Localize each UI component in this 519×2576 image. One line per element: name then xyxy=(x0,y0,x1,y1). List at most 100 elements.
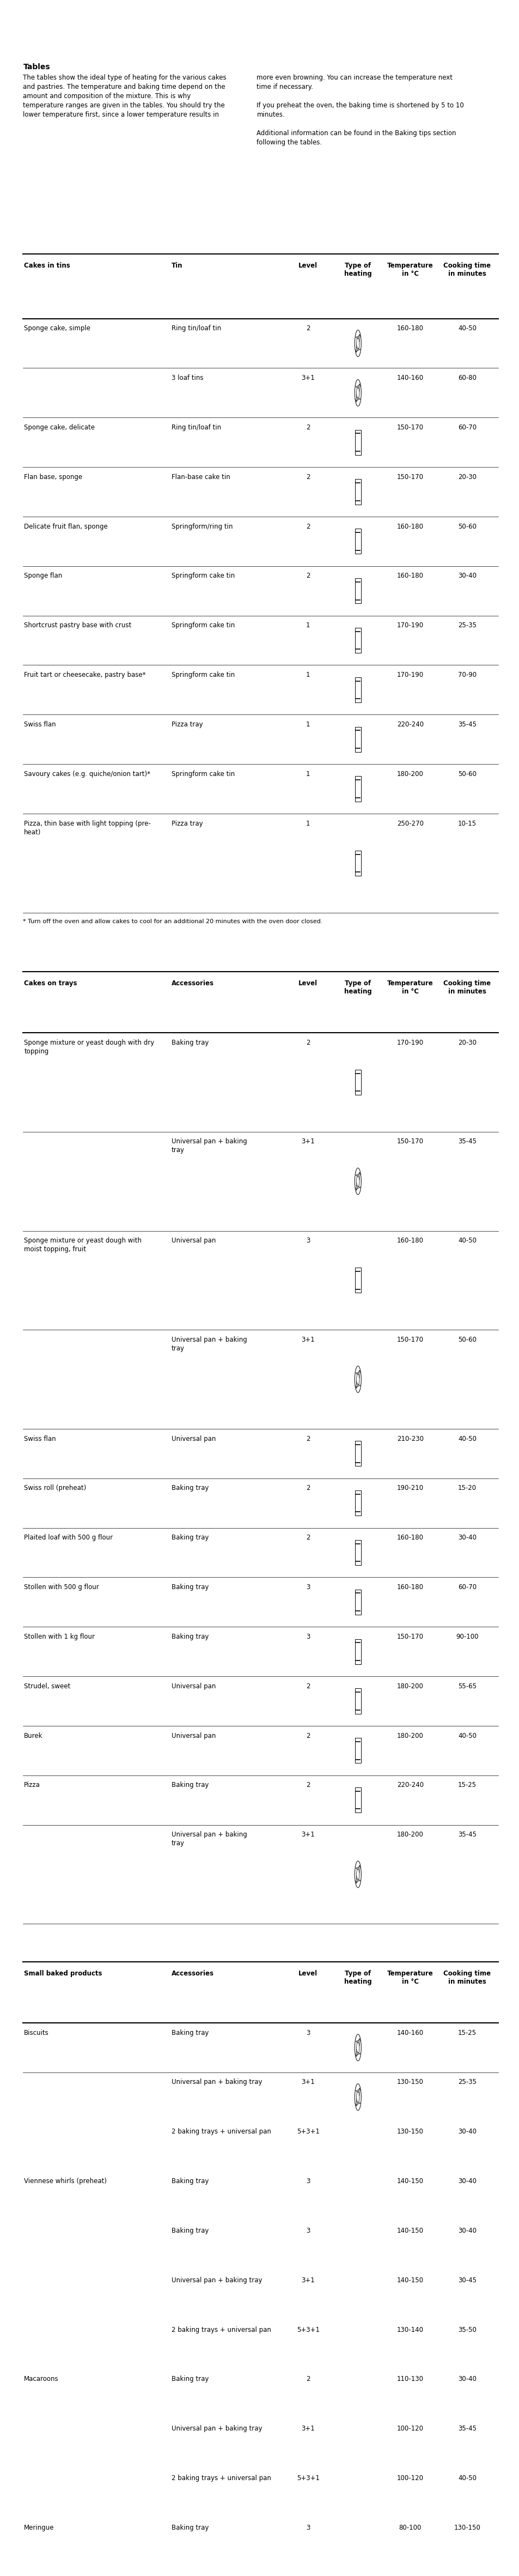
Text: 140-160: 140-160 xyxy=(397,2030,423,2035)
Text: Swiss roll (preheat): Swiss roll (preheat) xyxy=(24,1484,86,1492)
Text: 130-150: 130-150 xyxy=(397,2079,423,2087)
Bar xyxy=(354,1540,361,1566)
Bar xyxy=(354,1687,361,1713)
Text: 15-25: 15-25 xyxy=(457,2030,476,2035)
Text: * Turn off the oven and allow cakes to cool for an additional 20 minutes with th: * Turn off the oven and allow cakes to c… xyxy=(23,920,323,925)
Bar xyxy=(354,1638,361,1664)
Text: 140-150: 140-150 xyxy=(397,2277,423,2285)
Text: 40-50: 40-50 xyxy=(457,1435,476,1443)
Text: 80-100: 80-100 xyxy=(399,2524,421,2532)
Text: 60-70: 60-70 xyxy=(457,425,476,430)
Text: Accessories: Accessories xyxy=(171,1971,214,1976)
Text: 3+1: 3+1 xyxy=(301,2277,315,2285)
Text: 40-50: 40-50 xyxy=(457,1236,476,1244)
Text: more even browning. You can increase the temperature next
time if necessary.

If: more even browning. You can increase the… xyxy=(256,75,463,147)
Text: Delicate fruit flan, sponge: Delicate fruit flan, sponge xyxy=(24,523,108,531)
Text: 3: 3 xyxy=(306,1584,310,1592)
Text: 150-170: 150-170 xyxy=(397,474,423,482)
Bar xyxy=(354,677,361,703)
Text: Cooking time
in minutes: Cooking time in minutes xyxy=(443,263,490,278)
Text: Sponge flan: Sponge flan xyxy=(24,572,62,580)
Text: Tables: Tables xyxy=(23,64,50,72)
Text: Fruit tart or cheesecake, pastry base*: Fruit tart or cheesecake, pastry base* xyxy=(24,672,146,677)
Text: Springform cake tin: Springform cake tin xyxy=(171,572,235,580)
Bar xyxy=(354,479,361,505)
Text: 2 baking trays + universal pan: 2 baking trays + universal pan xyxy=(171,2476,271,2481)
Bar xyxy=(354,850,361,876)
Text: 60-70: 60-70 xyxy=(457,1584,476,1592)
Text: 3: 3 xyxy=(306,2177,310,2184)
Text: Cooking time
in minutes: Cooking time in minutes xyxy=(443,979,490,994)
Text: 40-50: 40-50 xyxy=(457,2476,476,2481)
Text: 2: 2 xyxy=(306,1731,310,1739)
Text: 220-240: 220-240 xyxy=(397,721,423,729)
Text: Ring tin/loaf tin: Ring tin/loaf tin xyxy=(171,425,221,430)
Text: Sponge cake, simple: Sponge cake, simple xyxy=(24,325,90,332)
Text: Pizza: Pizza xyxy=(24,1783,40,1788)
Text: Springform/ring tin: Springform/ring tin xyxy=(171,523,233,531)
Text: Stollen with 1 kg flour: Stollen with 1 kg flour xyxy=(24,1633,95,1641)
Text: Baking tray: Baking tray xyxy=(171,2177,209,2184)
Text: 100-120: 100-120 xyxy=(397,2424,423,2432)
Text: Universal pan + baking
tray: Universal pan + baking tray xyxy=(171,1139,247,1154)
Text: 2: 2 xyxy=(306,1535,310,1540)
Text: Sponge cake, delicate: Sponge cake, delicate xyxy=(24,425,95,430)
Text: 160-180: 160-180 xyxy=(397,1535,423,1540)
Text: 3: 3 xyxy=(306,2524,310,2532)
Text: Type of
heating: Type of heating xyxy=(344,263,372,278)
Text: 30-45: 30-45 xyxy=(457,2277,476,2285)
Text: 190-210: 190-210 xyxy=(397,1484,423,1492)
Text: 100-120: 100-120 xyxy=(397,2476,423,2481)
Bar xyxy=(354,775,361,801)
Text: Biscuits: Biscuits xyxy=(24,2030,49,2035)
Bar xyxy=(354,1440,361,1466)
Bar xyxy=(354,528,361,554)
Text: 170-190: 170-190 xyxy=(397,621,423,629)
Text: Universal pan + baking tray: Universal pan + baking tray xyxy=(171,2277,262,2285)
Text: Ring tin/loaf tin: Ring tin/loaf tin xyxy=(171,325,221,332)
Text: 30-40: 30-40 xyxy=(457,1535,476,1540)
Text: 2: 2 xyxy=(306,523,310,531)
Text: 160-180: 160-180 xyxy=(397,1584,423,1592)
Text: Cakes in tins: Cakes in tins xyxy=(24,263,70,268)
Text: 2: 2 xyxy=(306,1783,310,1788)
Text: 20-30: 20-30 xyxy=(457,1038,476,1046)
Text: 2: 2 xyxy=(306,1484,310,1492)
Text: Baking tray: Baking tray xyxy=(171,1633,209,1641)
Text: Baking tray: Baking tray xyxy=(171,1484,209,1492)
Text: 1: 1 xyxy=(306,621,310,629)
Text: Universal pan: Universal pan xyxy=(171,1682,215,1690)
Text: 30-40: 30-40 xyxy=(457,2228,476,2233)
Text: Macaroons: Macaroons xyxy=(24,2375,59,2383)
Text: 40-50: 40-50 xyxy=(457,325,476,332)
Text: 160-180: 160-180 xyxy=(397,1236,423,1244)
Text: 20-30: 20-30 xyxy=(457,474,476,482)
Text: 3+1: 3+1 xyxy=(301,374,315,381)
Text: Sponge mixture or yeast dough with
moist topping, fruit: Sponge mixture or yeast dough with moist… xyxy=(24,1236,142,1252)
Text: Baking tray: Baking tray xyxy=(171,1038,209,1046)
Text: 160-180: 160-180 xyxy=(397,523,423,531)
Text: Universal pan: Universal pan xyxy=(171,1435,215,1443)
Text: 1: 1 xyxy=(306,819,310,827)
Text: 40-50: 40-50 xyxy=(457,1731,476,1739)
Text: 180-200: 180-200 xyxy=(397,1731,423,1739)
Text: Universal pan: Universal pan xyxy=(171,1731,215,1739)
Text: 2: 2 xyxy=(306,1435,310,1443)
Text: Type of
heating: Type of heating xyxy=(344,979,372,994)
Text: 35-45: 35-45 xyxy=(457,1139,476,1146)
Bar xyxy=(354,430,361,456)
Bar xyxy=(354,1788,361,1814)
Text: Plaited loaf with 500 g flour: Plaited loaf with 500 g flour xyxy=(24,1535,113,1540)
Text: 1: 1 xyxy=(306,672,310,677)
Text: Temperature
in °C: Temperature in °C xyxy=(387,979,433,994)
Text: 140-160: 140-160 xyxy=(397,374,423,381)
Text: Flan base, sponge: Flan base, sponge xyxy=(24,474,83,482)
Text: 15-20: 15-20 xyxy=(457,1484,476,1492)
Text: 30-40: 30-40 xyxy=(457,2177,476,2184)
Text: 2: 2 xyxy=(306,325,310,332)
Text: Stollen with 500 g flour: Stollen with 500 g flour xyxy=(24,1584,99,1592)
Text: 160-180: 160-180 xyxy=(397,572,423,580)
Text: 15-25: 15-25 xyxy=(457,1783,476,1788)
Text: Level: Level xyxy=(298,979,317,987)
Text: 50-60: 50-60 xyxy=(457,1337,476,1342)
